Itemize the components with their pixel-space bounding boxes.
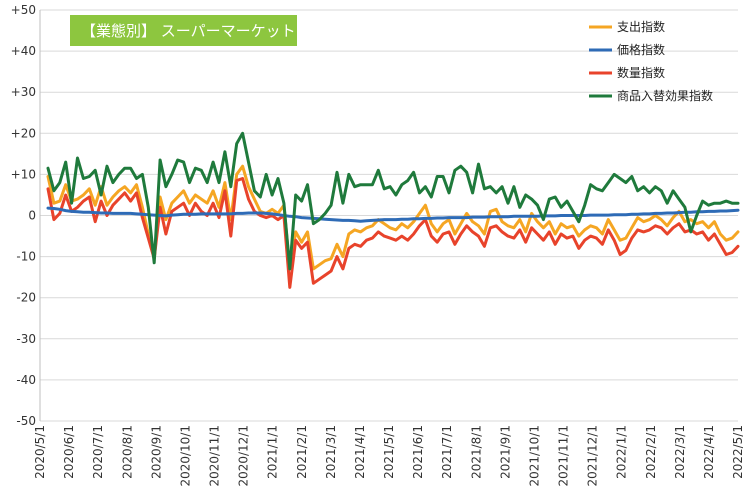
x-tick-label: 2020/11/1: [208, 425, 222, 487]
y-tick-label: -40: [16, 373, 36, 387]
y-tick-label: -30: [16, 332, 36, 346]
x-tick-label: 2020/8/1: [120, 425, 134, 479]
x-tick-label: 2020/12/1: [237, 425, 251, 487]
series-lines: [46, 131, 740, 289]
legend-label: 数量指数: [617, 65, 665, 80]
x-tick-label: 2021/11/1: [557, 425, 571, 487]
y-tick-label: -20: [16, 291, 36, 305]
x-tick-label: 2020/6/1: [62, 425, 76, 479]
y-tick-label: -10: [16, 250, 36, 264]
y-tick-label: +30: [11, 85, 36, 99]
x-tick-label: 2021/10/1: [527, 425, 541, 487]
x-tick-label: 2021/2/1: [295, 425, 309, 479]
y-axis: +50 +40 +30 +20 +10 0 -10 -20 -30 -40 -50: [11, 3, 36, 428]
y-tick-label: +50: [11, 3, 36, 17]
legend-label: 支出指数: [617, 19, 665, 34]
x-axis: 2020/5/1 2020/6/1 2020/7/1 2020/8/1 2020/9/1…: [33, 425, 743, 487]
x-tick-label: 2020/5/1: [33, 425, 47, 479]
y-tick-label: +40: [11, 44, 36, 58]
x-tick-label: 2022/1/1: [615, 425, 629, 479]
y-tick-label: +10: [11, 167, 36, 181]
x-tick-label: 2021/4/1: [353, 425, 367, 479]
chart-title: 【業態別】 スーパーマーケット: [81, 22, 296, 40]
x-tick-label: 2022/2/1: [644, 425, 658, 479]
x-tick-label: 2021/9/1: [498, 425, 512, 479]
x-tick-label: 2021/8/1: [469, 425, 483, 479]
title-badge-background: [70, 15, 297, 46]
series-line: [46, 177, 740, 289]
x-tick-label: 2020/10/1: [178, 425, 192, 487]
x-tick-label: 2021/3/1: [324, 425, 338, 479]
x-tick-label: 2020/7/1: [91, 425, 105, 479]
x-tick-label: 2021/5/1: [382, 425, 396, 479]
x-tick-label: 2021/1/1: [266, 425, 280, 479]
x-tick-label: 2021/6/1: [411, 425, 425, 479]
series-line: [46, 206, 740, 223]
x-tick-label: 2022/5/1: [731, 425, 743, 479]
title-badge: 【業態別】 スーパーマーケット: [70, 15, 297, 46]
x-tick-label: 2021/7/1: [440, 425, 454, 479]
y-tick-label: 0: [28, 209, 36, 223]
x-tick-label: 2020/9/1: [149, 425, 163, 479]
y-tick-label: +20: [11, 126, 36, 140]
x-tick-label: 2021/12/1: [586, 425, 600, 487]
legend-label: 価格指数: [617, 42, 665, 57]
legend-label: 商品入替効果指数: [617, 88, 713, 103]
y-tick-label: -50: [16, 414, 36, 428]
x-tick-label: 2022/3/1: [673, 425, 687, 479]
series-line: [46, 164, 740, 271]
series-line: [46, 131, 740, 271]
x-tick-label: 2022/4/1: [702, 425, 716, 479]
